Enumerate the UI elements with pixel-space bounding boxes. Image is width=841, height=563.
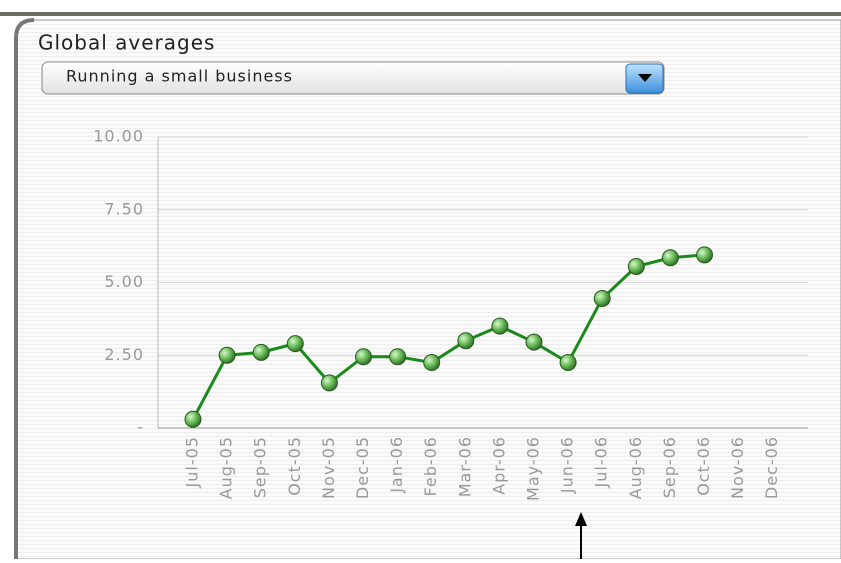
y-tick-label: 7.50 — [104, 199, 144, 218]
y-tick-label: - — [137, 418, 144, 437]
top-bar — [0, 12, 841, 16]
pointer-arrow — [575, 512, 587, 559]
data-point — [491, 317, 509, 335]
data-point — [457, 332, 475, 350]
x-tick-label: Oct-05 — [285, 436, 304, 496]
data-point — [252, 343, 270, 361]
data-point — [593, 290, 611, 308]
data-point — [286, 335, 304, 353]
title: Global averages — [38, 31, 215, 55]
chart: - 2.50 5.00 7.50 10.00 Jul-05 Aug-05 Sep-05 Oct-… — [93, 127, 808, 501]
y-tick-label: 10.00 — [93, 127, 144, 146]
x-tick-label: Nov-06 — [728, 436, 747, 499]
y-tick-label: 2.50 — [104, 345, 144, 364]
arrow-head — [575, 512, 587, 526]
x-tick-label: Mar-06 — [455, 436, 474, 497]
x-tick-label: Oct-06 — [694, 436, 713, 496]
x-tick-label: Sep-06 — [660, 436, 679, 498]
panel-edge — [14, 18, 35, 559]
x-tick-label: Jun-06 — [558, 436, 577, 494]
data-point — [525, 333, 543, 351]
y-tick-label: 5.00 — [104, 272, 144, 291]
x-tick-label: Dec-05 — [353, 436, 372, 499]
dropdown[interactable]: Running a small business — [41, 61, 665, 95]
x-tick-label: Aug-06 — [626, 436, 645, 499]
dropdown-text[interactable]: Running a small business — [66, 67, 293, 86]
data-point — [355, 348, 372, 366]
x-tick-label: Dec-06 — [762, 436, 781, 499]
data-point — [661, 249, 679, 267]
data-point — [559, 354, 577, 372]
x-tick-label: May-06 — [524, 436, 543, 501]
x-tick-label: Nov-05 — [319, 436, 338, 499]
dropdown-box[interactable] — [41, 61, 665, 95]
x-tick-label: Apr-06 — [489, 436, 508, 495]
x-tick-label: Jan-06 — [387, 436, 406, 494]
x-tick-label: Feb-06 — [421, 436, 440, 496]
data-point — [423, 354, 441, 372]
data-point — [627, 257, 645, 275]
series-line — [191, 253, 705, 420]
data-point — [218, 346, 236, 364]
x-tick-label: Jul-05 — [183, 436, 202, 488]
data-point — [696, 246, 713, 264]
dropdown-arrow[interactable] — [638, 74, 652, 82]
x-tick-label: Sep-05 — [251, 436, 270, 498]
data-point — [389, 348, 407, 366]
x-tick-label: Aug-05 — [217, 436, 236, 499]
data-point — [320, 374, 338, 392]
data-point — [184, 410, 202, 428]
x-tick-label: Jul-06 — [592, 436, 611, 488]
